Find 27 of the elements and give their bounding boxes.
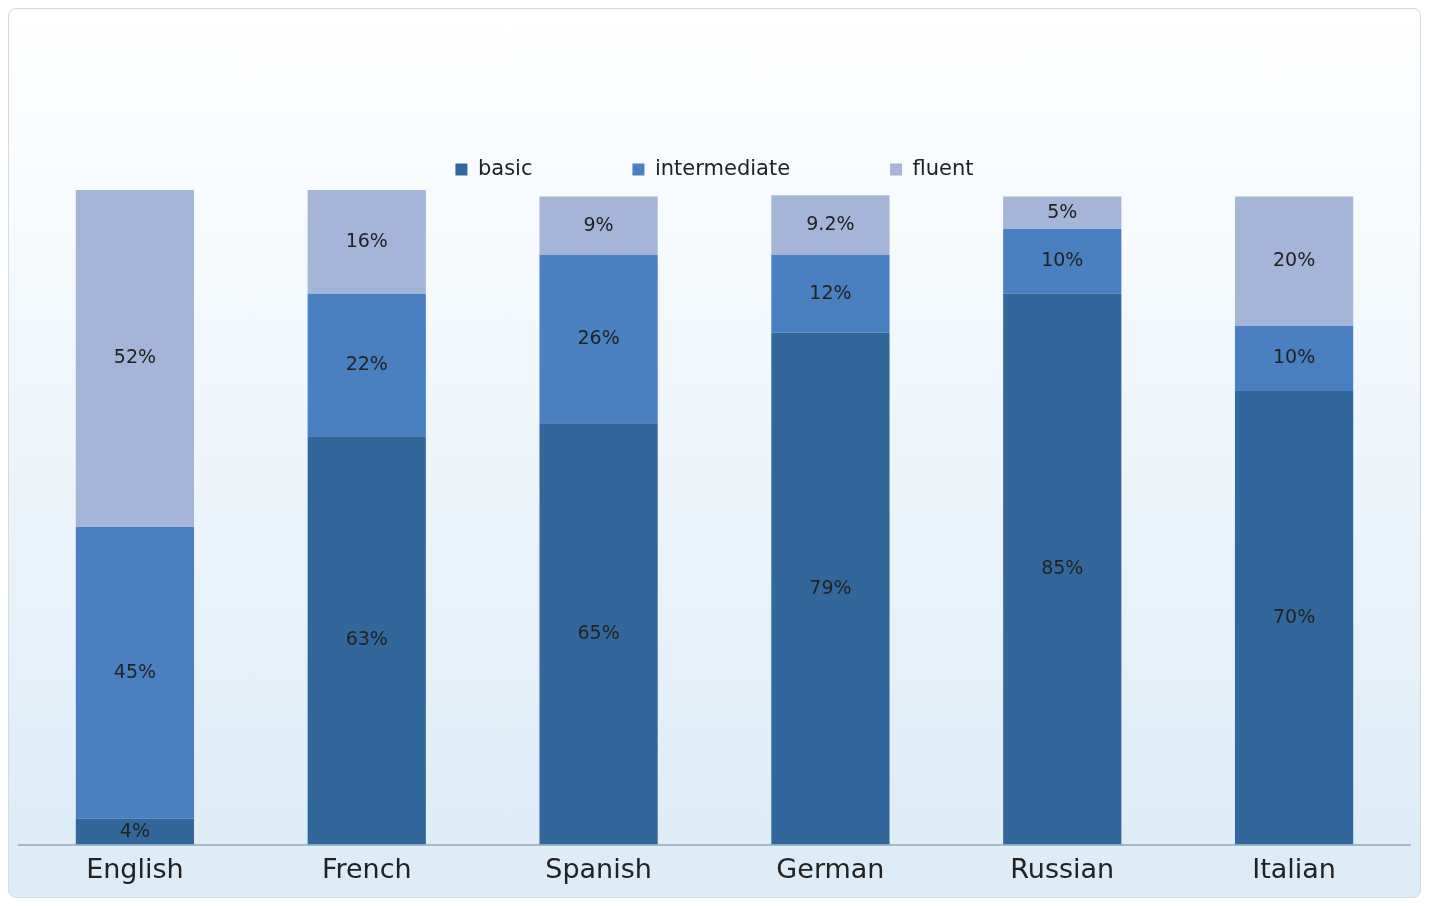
data-label: 16% bbox=[345, 228, 388, 251]
legend-label: intermediate bbox=[654, 155, 791, 180]
data-label: 10% bbox=[1272, 345, 1316, 368]
x-tick-label: Russian bbox=[1010, 852, 1115, 884]
x-tick-label: Italian bbox=[1252, 852, 1336, 884]
data-label: 4% bbox=[119, 818, 150, 841]
x-tick-label: German bbox=[776, 852, 885, 884]
data-label: 12% bbox=[809, 280, 852, 303]
data-label: 85% bbox=[1041, 556, 1084, 579]
data-label: 52% bbox=[113, 345, 157, 368]
data-label: 63% bbox=[345, 627, 388, 650]
legend-label: basic bbox=[477, 155, 533, 180]
data-label: 45% bbox=[113, 659, 157, 682]
x-tick-label: English bbox=[86, 852, 184, 884]
data-label: 9.2% bbox=[806, 211, 855, 234]
legend-label: fluent bbox=[912, 155, 974, 180]
x-tick-label: French bbox=[321, 852, 412, 884]
x-tick-label: Spanish bbox=[545, 852, 652, 884]
data-label: 10% bbox=[1041, 248, 1084, 271]
data-label: 22% bbox=[345, 351, 388, 374]
data-label: 5% bbox=[1047, 199, 1078, 222]
data-label: 70% bbox=[1272, 604, 1316, 627]
data-label: 26% bbox=[577, 326, 620, 348]
data-label: 65% bbox=[577, 620, 620, 643]
data-label: 20% bbox=[1272, 248, 1316, 271]
data-label: 9% bbox=[583, 212, 614, 235]
data-label: 79% bbox=[809, 575, 852, 598]
